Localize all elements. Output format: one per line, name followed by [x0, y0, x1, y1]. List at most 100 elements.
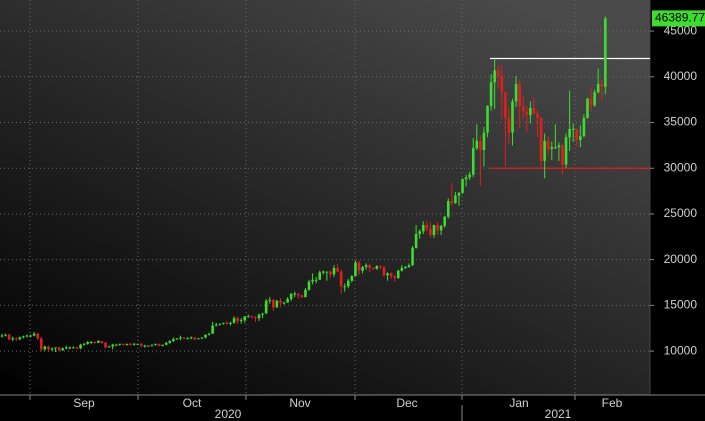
candle-body: [493, 70, 496, 83]
candle-body: [157, 343, 161, 346]
candle-body: [139, 343, 143, 346]
y-tick-label: 25000: [664, 206, 698, 220]
candle-body: [336, 267, 339, 272]
candle-body: [7, 334, 11, 340]
candle-body: [532, 107, 536, 114]
candle-body: [282, 302, 286, 304]
candle-body: [54, 347, 57, 349]
candle-body: [22, 336, 25, 338]
candle-body: [36, 333, 39, 339]
candle-body: [504, 92, 507, 118]
candle-body: [136, 343, 139, 345]
candle-body: [179, 337, 182, 339]
x-tick-label: Feb: [602, 396, 623, 410]
candle-body: [539, 117, 543, 161]
candle-body: [389, 273, 393, 277]
candle-body: [93, 341, 97, 343]
candle-body: [50, 348, 54, 350]
candle-body: [514, 84, 518, 102]
candle-body: [132, 343, 136, 345]
candle-body: [11, 338, 15, 340]
candle-body: [486, 106, 489, 133]
y-tick-label: 35000: [664, 115, 698, 129]
candle-body: [411, 247, 414, 266]
candle-body: [464, 177, 468, 180]
candle-body: [339, 271, 343, 287]
x-tick-label: Dec: [396, 396, 417, 410]
candle-body: [596, 84, 600, 93]
candle-body: [446, 201, 450, 217]
candle-body: [471, 148, 475, 175]
candle-body: [525, 111, 529, 116]
candle-body: [529, 107, 532, 116]
y-tick-label: 30000: [664, 160, 698, 174]
last-price-label: 46389.77: [655, 11, 705, 25]
candle-body: [332, 267, 336, 275]
candle-body: [468, 174, 471, 178]
candle-body: [379, 266, 382, 268]
candle-body: [518, 84, 521, 107]
candle-body: [400, 267, 404, 271]
candle-body: [247, 316, 250, 318]
candle-body: [197, 338, 200, 340]
x-tick-label: Jan: [509, 396, 528, 410]
candle-body: [297, 293, 300, 296]
candle-body: [286, 298, 289, 303]
candle-body: [32, 333, 36, 336]
candle-body: [300, 295, 304, 298]
candle-body: [204, 334, 207, 338]
candle-body: [322, 271, 325, 273]
candle-body: [43, 346, 47, 350]
candle-body: [536, 113, 539, 118]
candle-body: [461, 179, 464, 193]
candle-body: [154, 343, 157, 345]
candle-body: [396, 270, 400, 278]
candle-body: [457, 192, 461, 196]
candle-body: [429, 228, 432, 235]
candle-body: [421, 224, 425, 232]
candle-body: [571, 128, 575, 130]
candle-body: [272, 299, 275, 308]
candle-body: [250, 316, 254, 318]
candle-body: [164, 342, 168, 345]
candle-body: [543, 140, 546, 161]
candle-body: [4, 334, 7, 336]
candle-body: [436, 224, 439, 231]
candle-body: [586, 98, 589, 118]
candle-body: [125, 343, 129, 345]
candle-body: [443, 216, 446, 226]
candle-body: [314, 279, 318, 281]
candle-body: [193, 337, 197, 340]
candle-body: [407, 265, 411, 267]
candle-body: [207, 333, 211, 335]
candle-body: [25, 335, 29, 337]
candle-body: [546, 140, 550, 150]
candle-body: [64, 347, 68, 349]
candle-body: [68, 347, 72, 349]
candle-body: [346, 280, 350, 287]
candle-body: [557, 145, 561, 148]
y-tick-label: 40000: [664, 69, 698, 83]
candle-body: [222, 322, 225, 324]
candle-body: [168, 341, 172, 343]
candle-body: [414, 234, 418, 248]
candle-body: [79, 344, 82, 349]
candle-body: [143, 345, 147, 347]
candle-body: [307, 281, 311, 290]
candle-body: [568, 128, 571, 138]
candle-body: [489, 82, 493, 107]
last-price-box: [652, 10, 705, 27]
candle-body: [118, 343, 122, 345]
candle-body: [432, 224, 436, 235]
x-tick-label: Nov: [289, 396, 310, 410]
y-tick-label: 10000: [664, 343, 698, 357]
candle-body: [418, 231, 421, 235]
candle-body: [600, 84, 604, 87]
candle-body: [329, 271, 332, 275]
candle-body: [361, 266, 364, 271]
candle-body: [218, 323, 222, 325]
candle-body: [393, 276, 396, 278]
y-tick-label: 45000: [664, 23, 698, 37]
candle-body: [561, 145, 564, 165]
